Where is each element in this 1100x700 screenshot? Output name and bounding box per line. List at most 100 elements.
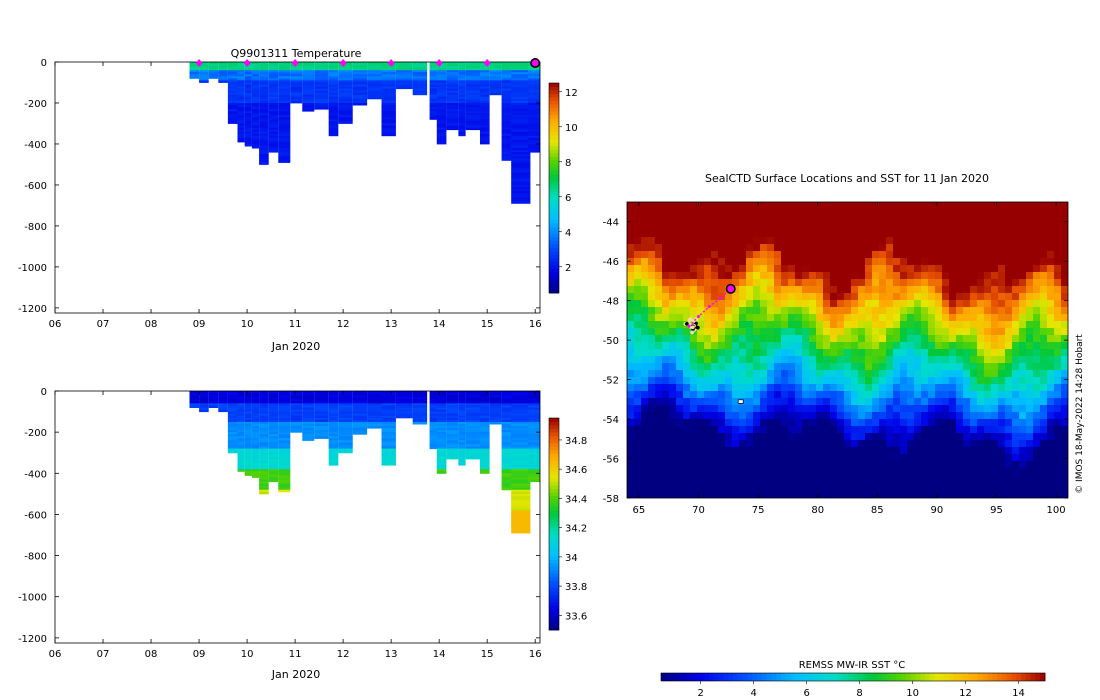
sst-cell: [704, 461, 712, 469]
sst-cell: [984, 454, 992, 462]
sst-cell: [928, 461, 936, 469]
section-cell: [511, 150, 531, 153]
sst-cell: [942, 286, 950, 294]
section-cell: [208, 74, 219, 77]
sst-cell: [977, 447, 985, 455]
section-cell: [208, 395, 219, 398]
section-cell: [268, 448, 279, 452]
sst-cell: [641, 272, 649, 280]
colorbar-segment: [549, 209, 559, 213]
sst-cell: [1061, 349, 1068, 357]
sst-cell: [1005, 377, 1013, 385]
sst-cell: [900, 328, 908, 336]
sst-cell: [1033, 272, 1041, 280]
section-cell: [458, 409, 466, 413]
sst-cell: [921, 489, 929, 497]
section-cell: [268, 432, 279, 435]
section-cell: [237, 467, 245, 470]
sst-cell: [760, 321, 768, 329]
sst-cell: [746, 349, 754, 357]
sst-cell: [830, 258, 838, 266]
section-cell: [501, 473, 514, 476]
sst-cell: [788, 356, 796, 364]
sst-cell: [788, 454, 796, 462]
section-cell: [465, 436, 480, 439]
sst-cell: [1054, 237, 1062, 245]
section-cell: [381, 125, 396, 128]
sst-cell: [886, 384, 894, 392]
sst-cell: [711, 209, 719, 217]
sst-cell: [1019, 314, 1027, 322]
sst-cell: [1061, 279, 1068, 287]
section-cell: [251, 119, 260, 122]
sst-cell: [998, 363, 1006, 371]
section-cell: [465, 417, 480, 421]
section-cell: [278, 407, 291, 411]
sst-cell: [914, 349, 922, 357]
section-cell: [352, 100, 368, 104]
sst-cell: [683, 202, 691, 210]
sst-cell: [627, 314, 635, 322]
sst-cell: [984, 482, 992, 490]
sst-cell: [851, 342, 859, 350]
sst-cell: [690, 230, 698, 238]
sst-cell: [774, 363, 782, 371]
sst-cell: [634, 300, 642, 308]
sst-cell: [921, 202, 929, 210]
colorbar-frame: [548, 417, 560, 631]
sst-cell: [1026, 433, 1034, 441]
section-cell: [465, 415, 480, 419]
sst-cell: [760, 223, 768, 231]
section-cell: [338, 438, 353, 441]
section-cell: [251, 62, 260, 65]
sst-cell: [914, 426, 922, 434]
sst-cell: [949, 286, 957, 294]
section-cell: [278, 125, 291, 128]
section-cell: [429, 405, 440, 408]
section-cell: [465, 121, 480, 124]
section-cell: [501, 92, 514, 96]
section-cell: [302, 430, 315, 433]
section-cell: [429, 423, 440, 427]
sst-cell: [718, 286, 726, 294]
sst-cell: [1012, 419, 1020, 427]
sst-cell: [823, 377, 831, 385]
section-cell: [338, 98, 353, 102]
sst-cell: [823, 342, 831, 350]
section-cell: [480, 399, 490, 402]
sst-cell: [718, 314, 726, 322]
sst-cell: [795, 349, 803, 357]
sst-cell: [837, 419, 845, 427]
sst-cell: [1005, 391, 1013, 399]
sst-cell: [844, 391, 852, 399]
section-cell: [480, 66, 490, 69]
sst-cell: [844, 321, 852, 329]
sst-cell: [753, 482, 761, 490]
sst-cell: [1019, 265, 1027, 273]
sst-cell: [900, 482, 908, 490]
sst-cell: [823, 447, 831, 455]
sst-cell: [718, 468, 726, 476]
sst-cell: [830, 237, 838, 245]
sst-cell: [697, 398, 705, 406]
section-cell: [511, 158, 531, 161]
section-cell: [314, 409, 329, 413]
sst-cell: [1061, 461, 1068, 469]
section-cell: [465, 86, 480, 90]
section-cell: [465, 119, 480, 122]
section-cell: [429, 436, 440, 439]
sst-cell: [1012, 293, 1020, 301]
section-cell: [381, 411, 396, 415]
sst-cell: [942, 230, 950, 238]
sst-cell: [1012, 475, 1020, 483]
section-cell: [528, 129, 540, 133]
sst-cell: [1026, 209, 1034, 217]
section-cell: [227, 117, 238, 120]
sst-cell: [641, 440, 649, 448]
section-cell: [436, 115, 447, 118]
sst-cell: [893, 370, 901, 378]
section-cell: [290, 90, 303, 94]
section-cell: [328, 395, 339, 398]
section-cell: [528, 426, 540, 429]
sst-cell: [998, 433, 1006, 441]
